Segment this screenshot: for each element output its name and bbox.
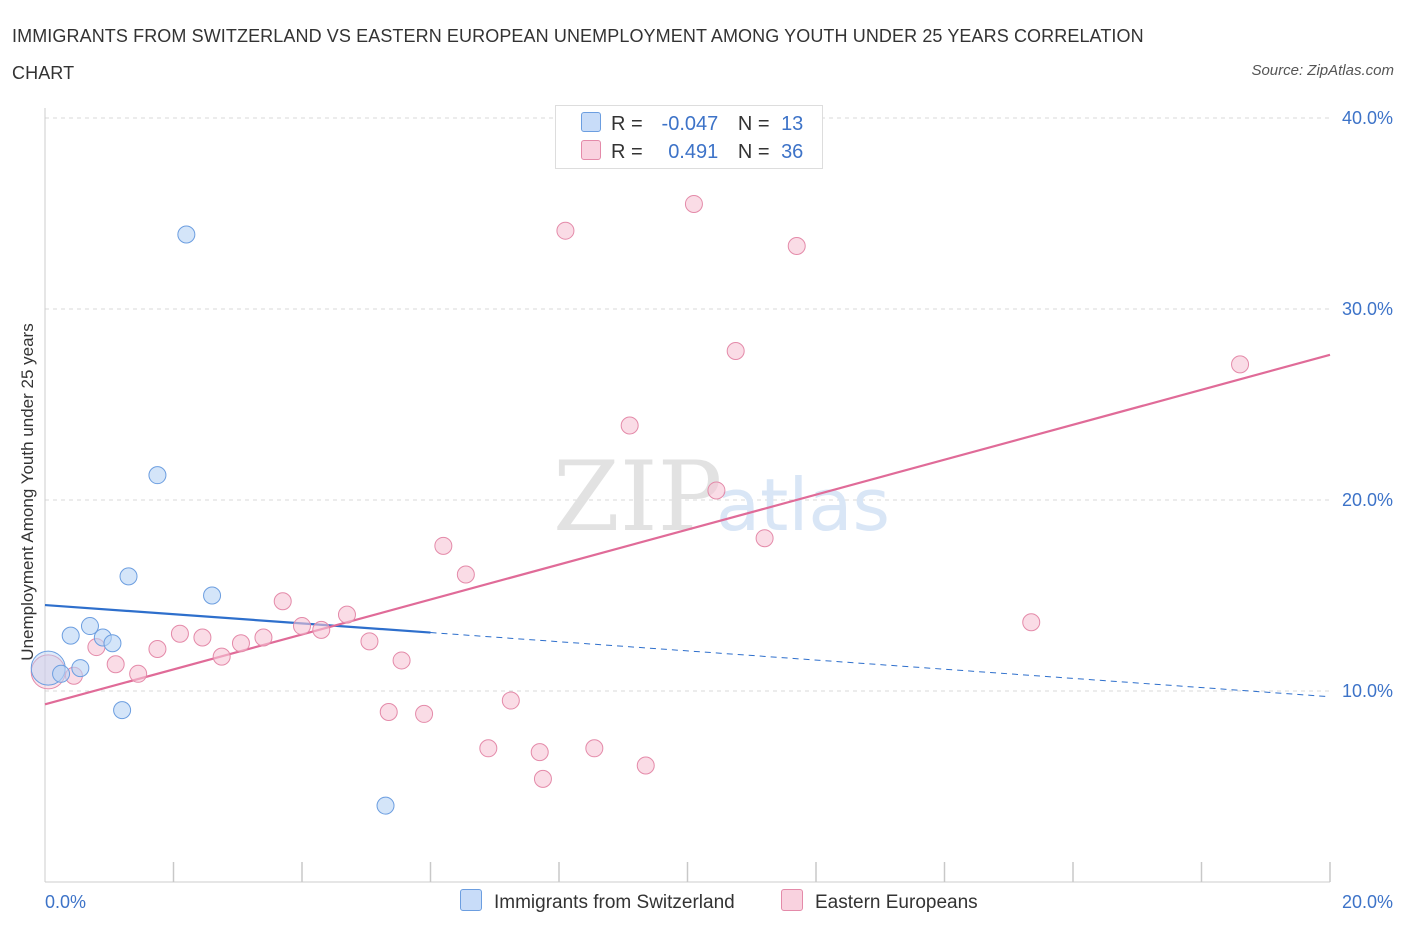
point-eastern-europeans <box>636 756 655 775</box>
legend-row-switzerland: R = -0.047 N = 13 <box>581 112 803 138</box>
legend-label-eastern: Eastern Europeans <box>815 892 978 913</box>
point-eastern-europeans <box>273 592 292 611</box>
point-eastern-europeans <box>707 481 726 500</box>
point-eastern-europeans <box>1022 613 1041 632</box>
legend-row-eastern: R = 0.491 N = 36 <box>581 140 803 166</box>
point-switzerland <box>61 626 80 645</box>
y-tick-label: 40.0% <box>1342 108 1393 128</box>
point-eastern-europeans <box>212 647 231 666</box>
point-eastern-europeans <box>360 632 379 651</box>
y-axis-label: Unemployment Among Youth under 25 years <box>18 323 37 660</box>
point-switzerland <box>177 225 196 244</box>
point-eastern-europeans <box>787 236 806 255</box>
point-eastern-europeans <box>684 194 703 213</box>
y-tick-label: 30.0% <box>1342 299 1393 319</box>
point-eastern-europeans <box>755 529 774 548</box>
watermark-atlas: atlas <box>716 463 890 547</box>
x-tick-label-min: 0.0% <box>45 892 86 912</box>
legend-item-switzerland[interactable]: Immigrants from Switzerland <box>460 889 735 914</box>
point-eastern-europeans <box>293 617 311 636</box>
point-switzerland <box>80 617 99 636</box>
watermark-zip: ZIP <box>553 441 722 553</box>
point-eastern-europeans <box>585 739 604 758</box>
point-eastern-europeans <box>254 628 273 647</box>
point-switzerland <box>148 466 167 485</box>
point-eastern-europeans <box>530 743 549 762</box>
point-eastern-europeans <box>456 565 475 584</box>
axis-labels: 10.0% 20.0% 30.0% 40.0% 0.0% 20.0% Unemploymen… <box>18 108 1393 912</box>
chart-title: IMMIGRANTS FROM SWITZERLAND VS EASTERN E… <box>12 26 1144 83</box>
legend-n-value-eastern: 36 <box>781 141 804 163</box>
point-switzerland <box>376 796 395 815</box>
point-eastern-europeans <box>379 703 398 722</box>
legend-r-value-switzerland: -0.047 <box>661 113 719 135</box>
source-label: Source: ZipAtlas.com <box>1251 62 1394 79</box>
legend-swatch-pink <box>781 889 803 911</box>
point-eastern-europeans <box>620 416 639 435</box>
axes <box>44 108 1331 883</box>
trend-lines <box>44 353 1331 706</box>
trend-line-eastern <box>44 353 1331 706</box>
x-tick-label-max: 20.0% <box>1342 892 1393 912</box>
legend-item-eastern[interactable]: Eastern Europeans <box>781 889 978 914</box>
point-eastern-europeans <box>193 628 212 647</box>
data-points <box>30 194 1250 815</box>
y-tick-label: 10.0% <box>1342 681 1393 701</box>
point-switzerland <box>119 567 138 586</box>
legend-n-value-switzerland: 13 <box>781 113 804 135</box>
legend-r-value-eastern: 0.491 <box>668 141 719 163</box>
legend-r-label: R = <box>611 141 643 163</box>
legend-label-switzerland: Immigrants from Switzerland <box>494 892 735 913</box>
legend-r-label: R = <box>611 113 643 135</box>
point-eastern-europeans <box>1231 355 1250 374</box>
trend-line-switzerland <box>44 603 431 634</box>
point-switzerland <box>52 664 71 683</box>
legend-n-label: N = <box>737 113 770 135</box>
point-eastern-europeans <box>312 620 331 639</box>
point-eastern-europeans <box>106 655 125 674</box>
legend-swatch-blue <box>460 889 482 911</box>
point-eastern-europeans <box>170 624 189 643</box>
point-eastern-europeans <box>533 769 552 788</box>
legend-swatch-blue <box>581 112 601 132</box>
point-switzerland <box>103 634 122 653</box>
legend-swatch-pink <box>581 140 601 160</box>
point-eastern-europeans <box>434 536 453 555</box>
point-switzerland <box>113 701 132 720</box>
point-eastern-europeans <box>337 605 356 624</box>
point-switzerland <box>203 586 222 605</box>
legend-n-label: N = <box>737 141 770 163</box>
point-eastern-europeans <box>501 691 520 710</box>
correlation-legend: R = -0.047 N = 13 R = 0.491 N = 36 <box>555 105 823 169</box>
point-eastern-europeans <box>148 639 167 658</box>
y-tick-label: 20.0% <box>1342 490 1393 510</box>
point-eastern-europeans <box>556 221 575 240</box>
trend-line-switzerland-extended <box>430 632 1331 698</box>
point-eastern-europeans <box>726 342 745 361</box>
point-eastern-europeans <box>392 651 411 670</box>
point-eastern-europeans <box>415 704 434 723</box>
point-eastern-europeans <box>129 664 148 683</box>
point-switzerland <box>71 659 90 678</box>
point-eastern-europeans <box>479 739 498 758</box>
point-eastern-europeans <box>231 634 250 653</box>
